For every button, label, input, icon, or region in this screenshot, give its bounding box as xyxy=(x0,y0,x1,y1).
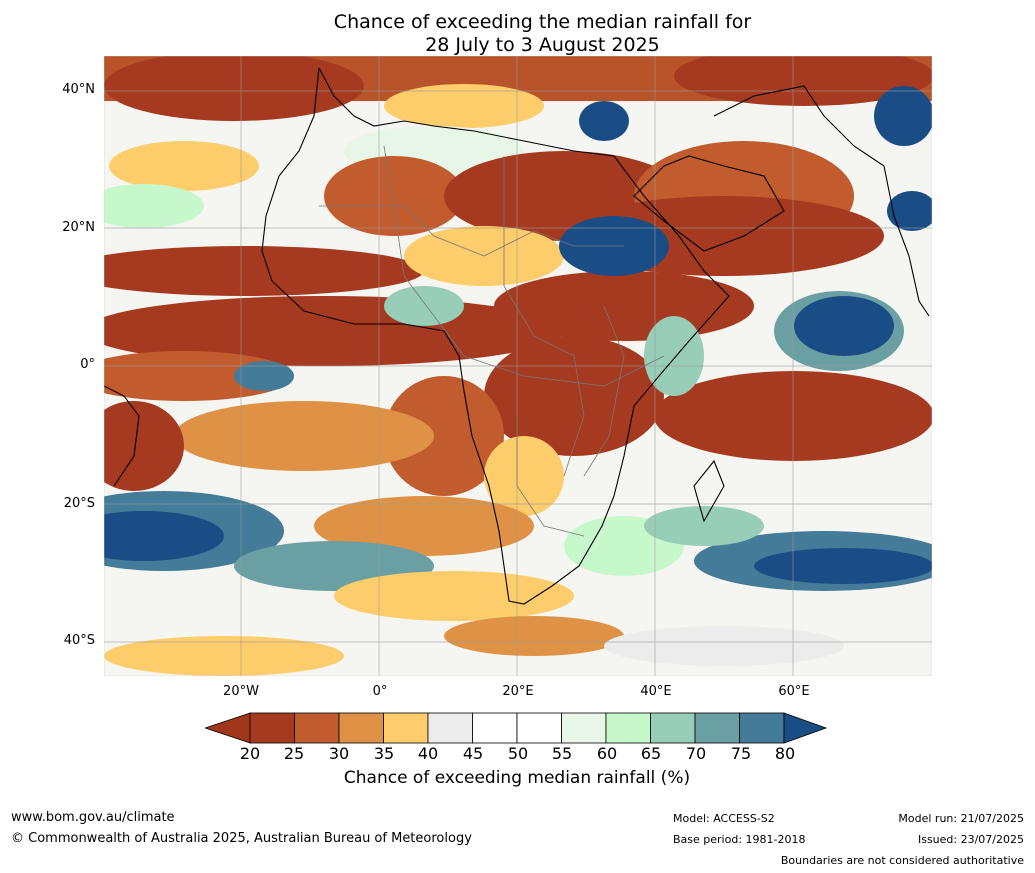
lat-label-20n: 20°N xyxy=(62,220,95,235)
colorbar-segment-6 xyxy=(516,712,562,744)
copyright-text: © Commonwealth of Australia 2025, Austra… xyxy=(11,831,472,846)
colorbar-extend-high xyxy=(783,712,828,744)
colorbar-tick-50: 50 xyxy=(507,744,529,763)
lat-label-20s: 20°S xyxy=(63,496,95,511)
colorbar-segment-2 xyxy=(338,712,384,744)
colorbar-tick-45: 45 xyxy=(462,744,484,763)
lon-label-20w: 20°W xyxy=(223,684,259,699)
colorbar-tick-55: 55 xyxy=(551,744,573,763)
colorbar-segment-1 xyxy=(294,712,340,744)
graticule xyxy=(104,56,932,676)
colorbar-tick-25: 25 xyxy=(283,744,305,763)
colorbar-tick-60: 60 xyxy=(596,744,618,763)
website-link[interactable]: www.bom.gov.au/climate xyxy=(11,810,175,825)
colorbar-segment-9 xyxy=(650,712,696,744)
colorbar-tick-80: 80 xyxy=(774,744,796,763)
disclaimer-text: Boundaries are not considered authoritat… xyxy=(780,854,1024,867)
rainfall-map xyxy=(104,56,932,676)
model-run-text: Model run: 21/07/2025 xyxy=(898,812,1024,825)
colorbar-segment-3 xyxy=(383,712,429,744)
lat-label-40s: 40°S xyxy=(63,633,95,648)
colorbar xyxy=(205,712,828,744)
lon-label-0: 0° xyxy=(372,684,388,699)
colorbar-segment-7 xyxy=(561,712,607,744)
colorbar-tick-35: 35 xyxy=(373,744,395,763)
region-sahel-band xyxy=(104,246,424,296)
colorbar-segment-8 xyxy=(605,712,651,744)
lon-label-40e: 40°E xyxy=(640,684,672,699)
colorbar-segment-11 xyxy=(739,712,785,744)
colorbar-segment-10 xyxy=(694,712,740,744)
colorbar-tick-30: 30 xyxy=(328,744,350,763)
title-line-1: Chance of exceeding the median rainfall … xyxy=(333,11,752,33)
colorbar-title: Chance of exceeding median rainfall (%) xyxy=(343,768,691,788)
model-text: Model: ACCESS-S2 xyxy=(673,812,775,825)
colorbar-tick-75: 75 xyxy=(730,744,752,763)
lat-label-40n: 40°N xyxy=(62,82,95,97)
base-period-text: Base period: 1981-2018 xyxy=(673,833,806,846)
colorbar-tick-20: 20 xyxy=(239,744,261,763)
title-line-2: 28 July to 3 August 2025 xyxy=(425,34,660,56)
country-borders xyxy=(319,145,665,537)
colorbar-segment-5 xyxy=(472,712,518,744)
colorbar-extend-low xyxy=(205,712,251,744)
colorbar-segment-4 xyxy=(427,712,473,744)
colorbar-segment-0 xyxy=(249,712,295,744)
issued-text: Issued: 23/07/2025 xyxy=(917,833,1024,846)
lon-label-60e: 60°E xyxy=(778,684,810,699)
colorbar-tick-70: 70 xyxy=(685,744,707,763)
lat-label-0: 0° xyxy=(80,357,95,372)
coastlines xyxy=(104,67,930,605)
lon-label-20e: 20°E xyxy=(502,684,534,699)
colorbar-tick-40: 40 xyxy=(417,744,439,763)
colorbar-tick-65: 65 xyxy=(640,744,662,763)
